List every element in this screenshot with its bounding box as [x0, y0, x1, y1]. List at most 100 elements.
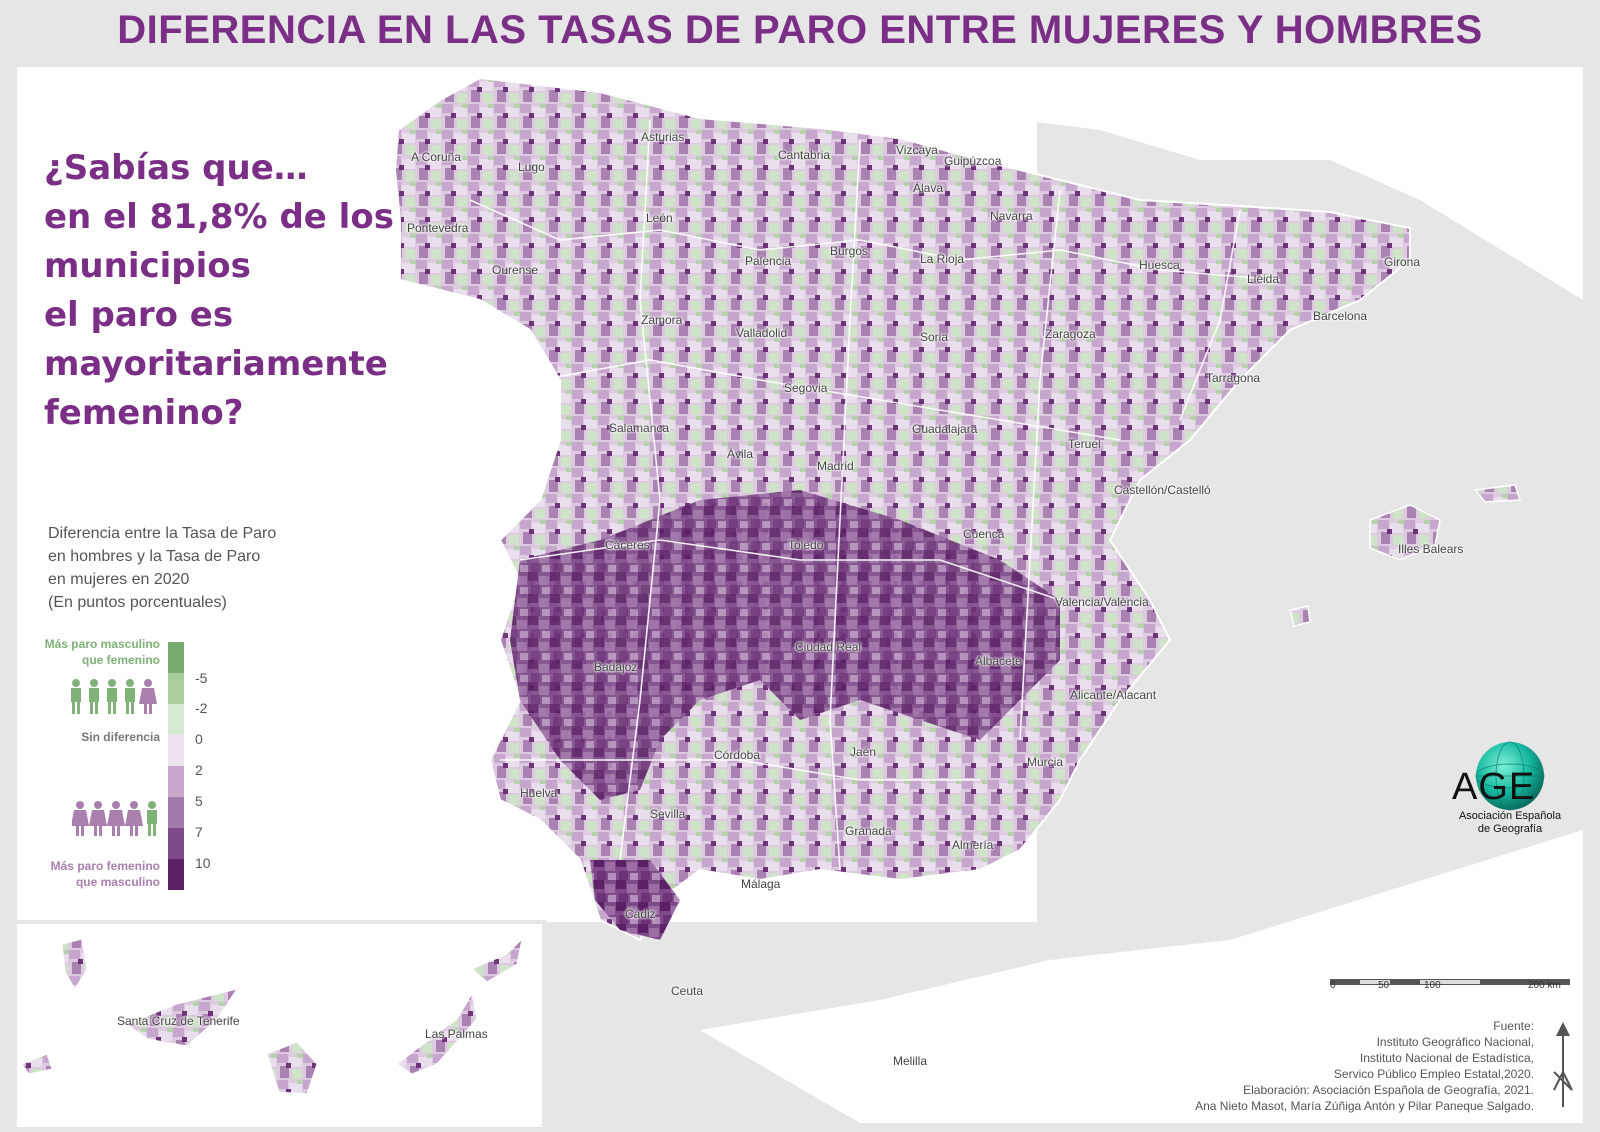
label-illes-balears: Illes Balears	[1398, 542, 1464, 556]
credits-line: Servico Público Empleo Estatal,2020.	[1333, 1067, 1534, 1081]
label-asturias: Asturias	[641, 130, 685, 144]
credits-line: Fuente:	[1493, 1019, 1534, 1033]
south-central-region	[510, 490, 1060, 800]
label-segovia: Segovia	[784, 381, 828, 395]
question-text: ¿Sabías que… en el 81,8% de los municipi…	[44, 144, 394, 438]
gran-canaria-island	[266, 1041, 318, 1095]
label-pontevedra: Pontevedra	[407, 221, 469, 235]
legend-title-line: (En puntos porcentuales)	[48, 594, 227, 611]
question-line: municipios	[44, 246, 251, 286]
label-valladolid: Valladolid	[736, 326, 788, 340]
province-boundaries	[469, 119, 1281, 871]
label-alava: Álava	[913, 181, 944, 195]
legend-tick: -2	[195, 700, 208, 716]
legend-swatch	[168, 642, 184, 673]
surrounding-land	[360, 67, 1583, 1123]
credits: Fuente: Instituto Geográfico Nacional, I…	[1074, 1018, 1534, 1114]
legend-title-line: en mujeres en 2020	[48, 571, 190, 588]
label-burgos: Burgos	[830, 244, 869, 258]
legend-top-label-line: Más paro masculino	[44, 637, 160, 651]
legend-color-ramp	[168, 642, 184, 890]
ibiza	[1289, 605, 1311, 627]
spain-mainland	[393, 76, 1411, 942]
legend-middle-label: Sin diferencia	[81, 730, 160, 744]
label-alicante: Alicante/Alacant	[1070, 688, 1157, 702]
question-line: en el 81,8% de los	[44, 197, 394, 237]
lanzarote-island	[471, 937, 523, 983]
label-valencia: Valencia/València	[1055, 595, 1149, 609]
legend-bottom-label-line: que masculino	[75, 875, 160, 889]
label-ciudad-real: Ciudad Real	[795, 640, 862, 654]
question-line: ¿Sabías que…	[44, 148, 308, 188]
scale-label: 50	[1378, 980, 1390, 991]
question-line: el paro es	[44, 295, 234, 335]
label-navarra: Navarra	[990, 209, 1033, 223]
legend-bottom-label-line: Más paro femenino	[50, 859, 160, 873]
label-zamora: Zamora	[641, 313, 683, 327]
label-guadalajara: Guadalajara	[912, 422, 978, 436]
label-salamanca: Salamanca	[609, 421, 670, 435]
label-huelva: Huelva	[520, 786, 558, 800]
label-lugo: Lugo	[518, 160, 545, 174]
label-madrid: Madrid	[817, 459, 854, 473]
north-arrow-icon	[1553, 1022, 1573, 1107]
legend-tick: -5	[195, 670, 208, 686]
logo-subtitle-line: de Geografía	[1477, 823, 1543, 835]
legend-swatch	[168, 704, 184, 735]
label-vizcaya: Vizcaya	[896, 143, 938, 157]
cadiz-region	[590, 860, 680, 940]
tenerife-island	[125, 988, 239, 1047]
label-soria: Soria	[920, 330, 949, 344]
scale-label: 100	[1424, 980, 1441, 991]
logo-subtitle-line: Asociación Española	[1458, 810, 1562, 822]
fuerteventura-island	[396, 992, 478, 1075]
people-icon-women-majority	[72, 801, 157, 836]
label-albacete: Albacete	[975, 654, 1022, 668]
scale-label: 0	[1330, 980, 1336, 991]
legend-tick: 0	[195, 731, 203, 747]
map-title: DIFERENCIA EN LAS TASAS DE PARO ENTRE MU…	[117, 8, 1483, 52]
label-santa-cruz: Santa Cruz de Tenerife	[117, 1014, 240, 1028]
label-badajoz: Badajoz	[594, 660, 638, 674]
label-las-palmas: Las Palmas	[425, 1027, 488, 1041]
legend-tick: 5	[195, 793, 203, 809]
label-ceuta: Ceuta	[671, 984, 704, 998]
label-sevilla: Sevilla	[650, 807, 686, 821]
credits-line: Ana Nieto Masot, María Zúñiga Antón y Pi…	[1195, 1099, 1534, 1113]
legend-swatch	[168, 673, 184, 704]
credits-line: Instituto Nacional de Estadística,	[1359, 1051, 1534, 1065]
label-cordoba: Córdoba	[714, 748, 761, 762]
label-almeria: Almería	[952, 838, 994, 852]
logo-text: AGE	[1452, 766, 1536, 808]
scale-bar	[1330, 979, 1570, 985]
label-murcia: Murcia	[1027, 755, 1064, 769]
legend-swatch	[168, 859, 184, 890]
label-cadiz: Cádiz	[625, 907, 656, 921]
legend-title-line: en hombres y la Tasa de Paro	[48, 548, 261, 565]
mallorca	[1369, 504, 1441, 561]
label-a-coruna: A Coruña	[411, 150, 462, 164]
label-guipuzcoa: Guipúzcoa	[944, 154, 1002, 168]
label-granada: Granada	[845, 824, 892, 838]
label-lleida: Lleida	[1247, 272, 1280, 286]
label-girona: Girona	[1384, 255, 1421, 269]
logo-subtitle: Asociación Española de Geografía	[1440, 810, 1580, 836]
canary-islands-map	[21, 937, 523, 1095]
label-jaen: Jaén	[850, 745, 877, 759]
legend-swatch	[168, 828, 184, 859]
question-line: femenino?	[44, 393, 244, 433]
label-cantabria: Cantabria	[778, 148, 831, 162]
label-castellon: Castellón/Castelló	[1114, 483, 1211, 497]
label-la-rioja: La Rioja	[920, 252, 965, 266]
credits-line: Instituto Geográfico Nacional,	[1376, 1035, 1534, 1049]
legend-tick: 7	[195, 824, 203, 840]
credits-line: Elaboración: Asociación Española de Geog…	[1243, 1083, 1534, 1097]
label-toledo: Toledo	[788, 538, 824, 552]
label-huesca: Huesca	[1139, 258, 1180, 272]
label-tarragona: Tarragona	[1206, 371, 1261, 385]
legend-bottom-label: Más paro femenino que masculino	[30, 858, 160, 890]
scale-label: 200 km	[1528, 980, 1561, 991]
label-malaga: Málaga	[741, 877, 781, 891]
legend-swatch	[168, 766, 184, 797]
